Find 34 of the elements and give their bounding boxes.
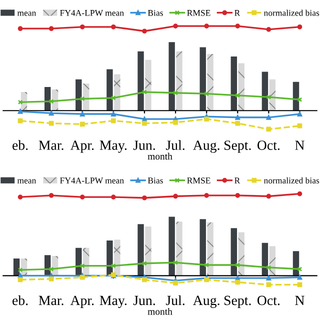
legend-label: FY4A-LPW mean bbox=[60, 178, 124, 184]
x-tick-label: Aug. bbox=[193, 140, 220, 153]
x-tick-label: Oct. bbox=[257, 296, 280, 306]
x-tick-label: eb. bbox=[12, 295, 28, 306]
legend-label: RMSE bbox=[187, 178, 210, 184]
x-tick-label: Jul. bbox=[166, 140, 184, 150]
x-tick-label: Sept. bbox=[224, 140, 251, 153]
x-tick-label: Sept. bbox=[224, 296, 251, 308]
x-tick-label: Oct. bbox=[257, 140, 280, 150]
legend-label: R bbox=[234, 10, 240, 16]
x-axis-title: month bbox=[148, 308, 172, 315]
legend-label: Bias bbox=[148, 10, 163, 16]
x-tick-label: Mar. bbox=[38, 140, 64, 150]
x-tick-label: Mar. bbox=[38, 296, 64, 306]
legend-label: normalized bias bbox=[264, 177, 320, 184]
x-tick-label: Jun. bbox=[133, 296, 155, 306]
x-tick-label: eb. bbox=[12, 140, 28, 150]
x-tick-label: N bbox=[295, 296, 304, 306]
legend-label: FY4A-LPW mean bbox=[60, 10, 124, 16]
x-tick-label: May. bbox=[100, 296, 127, 308]
x-tick-label: May. bbox=[100, 140, 127, 153]
x-tick-label: Aug. bbox=[193, 296, 220, 308]
x-tick-label: N bbox=[295, 140, 304, 150]
x-axis-title: month bbox=[148, 152, 172, 160]
legend-label: Bias bbox=[148, 178, 163, 184]
x-tick-label: Jun. bbox=[133, 140, 155, 150]
legend-label: normalized bias bbox=[264, 10, 320, 16]
legend-label: R bbox=[234, 178, 240, 184]
legend-label: mean bbox=[17, 12, 36, 16]
x-tick-label: Apr. bbox=[70, 296, 94, 308]
legend-label: mean bbox=[17, 179, 36, 184]
legend-label: RMSE bbox=[187, 10, 210, 16]
x-tick-label: Jul. bbox=[166, 295, 184, 306]
x-tick-label: Apr. bbox=[70, 140, 94, 153]
